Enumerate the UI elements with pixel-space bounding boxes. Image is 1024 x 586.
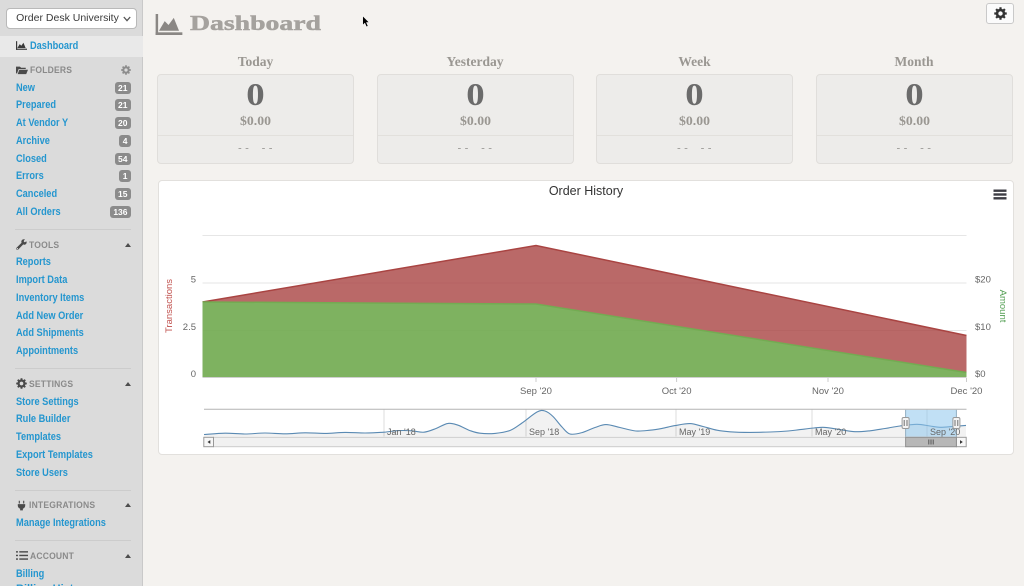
svg-text:2.5: 2.5: [183, 322, 196, 333]
svg-text:$0: $0: [975, 369, 986, 380]
svg-text:Oct '20: Oct '20: [662, 386, 692, 397]
svg-text:$10: $10: [975, 322, 991, 333]
svg-text:Nov '20: Nov '20: [812, 386, 844, 397]
svg-text:May '20: May '20: [815, 427, 846, 437]
svg-text:Sep '20: Sep '20: [520, 386, 552, 397]
svg-text:5: 5: [191, 275, 196, 286]
svg-text:Dec '20: Dec '20: [951, 386, 983, 397]
svg-text:0: 0: [191, 369, 196, 380]
svg-text:Jan '18: Jan '18: [387, 427, 416, 437]
svg-text:Amount: Amount: [997, 290, 1008, 323]
svg-text:$20: $20: [975, 275, 991, 286]
svg-text:Sep '20: Sep '20: [930, 427, 960, 437]
svg-text:Order History: Order History: [549, 184, 624, 198]
svg-text:Sep '18: Sep '18: [529, 427, 559, 437]
svg-text:May '19: May '19: [679, 427, 710, 437]
svg-text:Transactions: Transactions: [164, 279, 175, 333]
